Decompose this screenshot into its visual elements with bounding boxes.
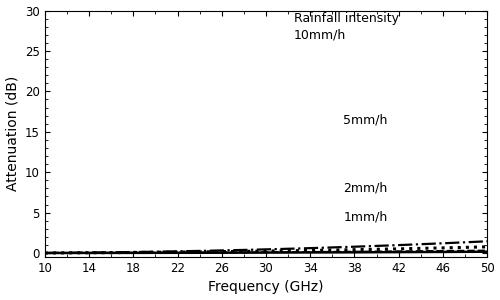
Text: 5mm/h: 5mm/h bbox=[344, 113, 388, 126]
X-axis label: Frequency (GHz): Frequency (GHz) bbox=[208, 280, 324, 294]
Text: 1mm/h: 1mm/h bbox=[344, 210, 388, 223]
Text: Rainfall intensity: Rainfall intensity bbox=[294, 12, 399, 25]
Text: 10mm/h: 10mm/h bbox=[294, 28, 346, 41]
Y-axis label: Attenuation (dB): Attenuation (dB) bbox=[6, 76, 20, 191]
Text: 2mm/h: 2mm/h bbox=[344, 182, 388, 195]
